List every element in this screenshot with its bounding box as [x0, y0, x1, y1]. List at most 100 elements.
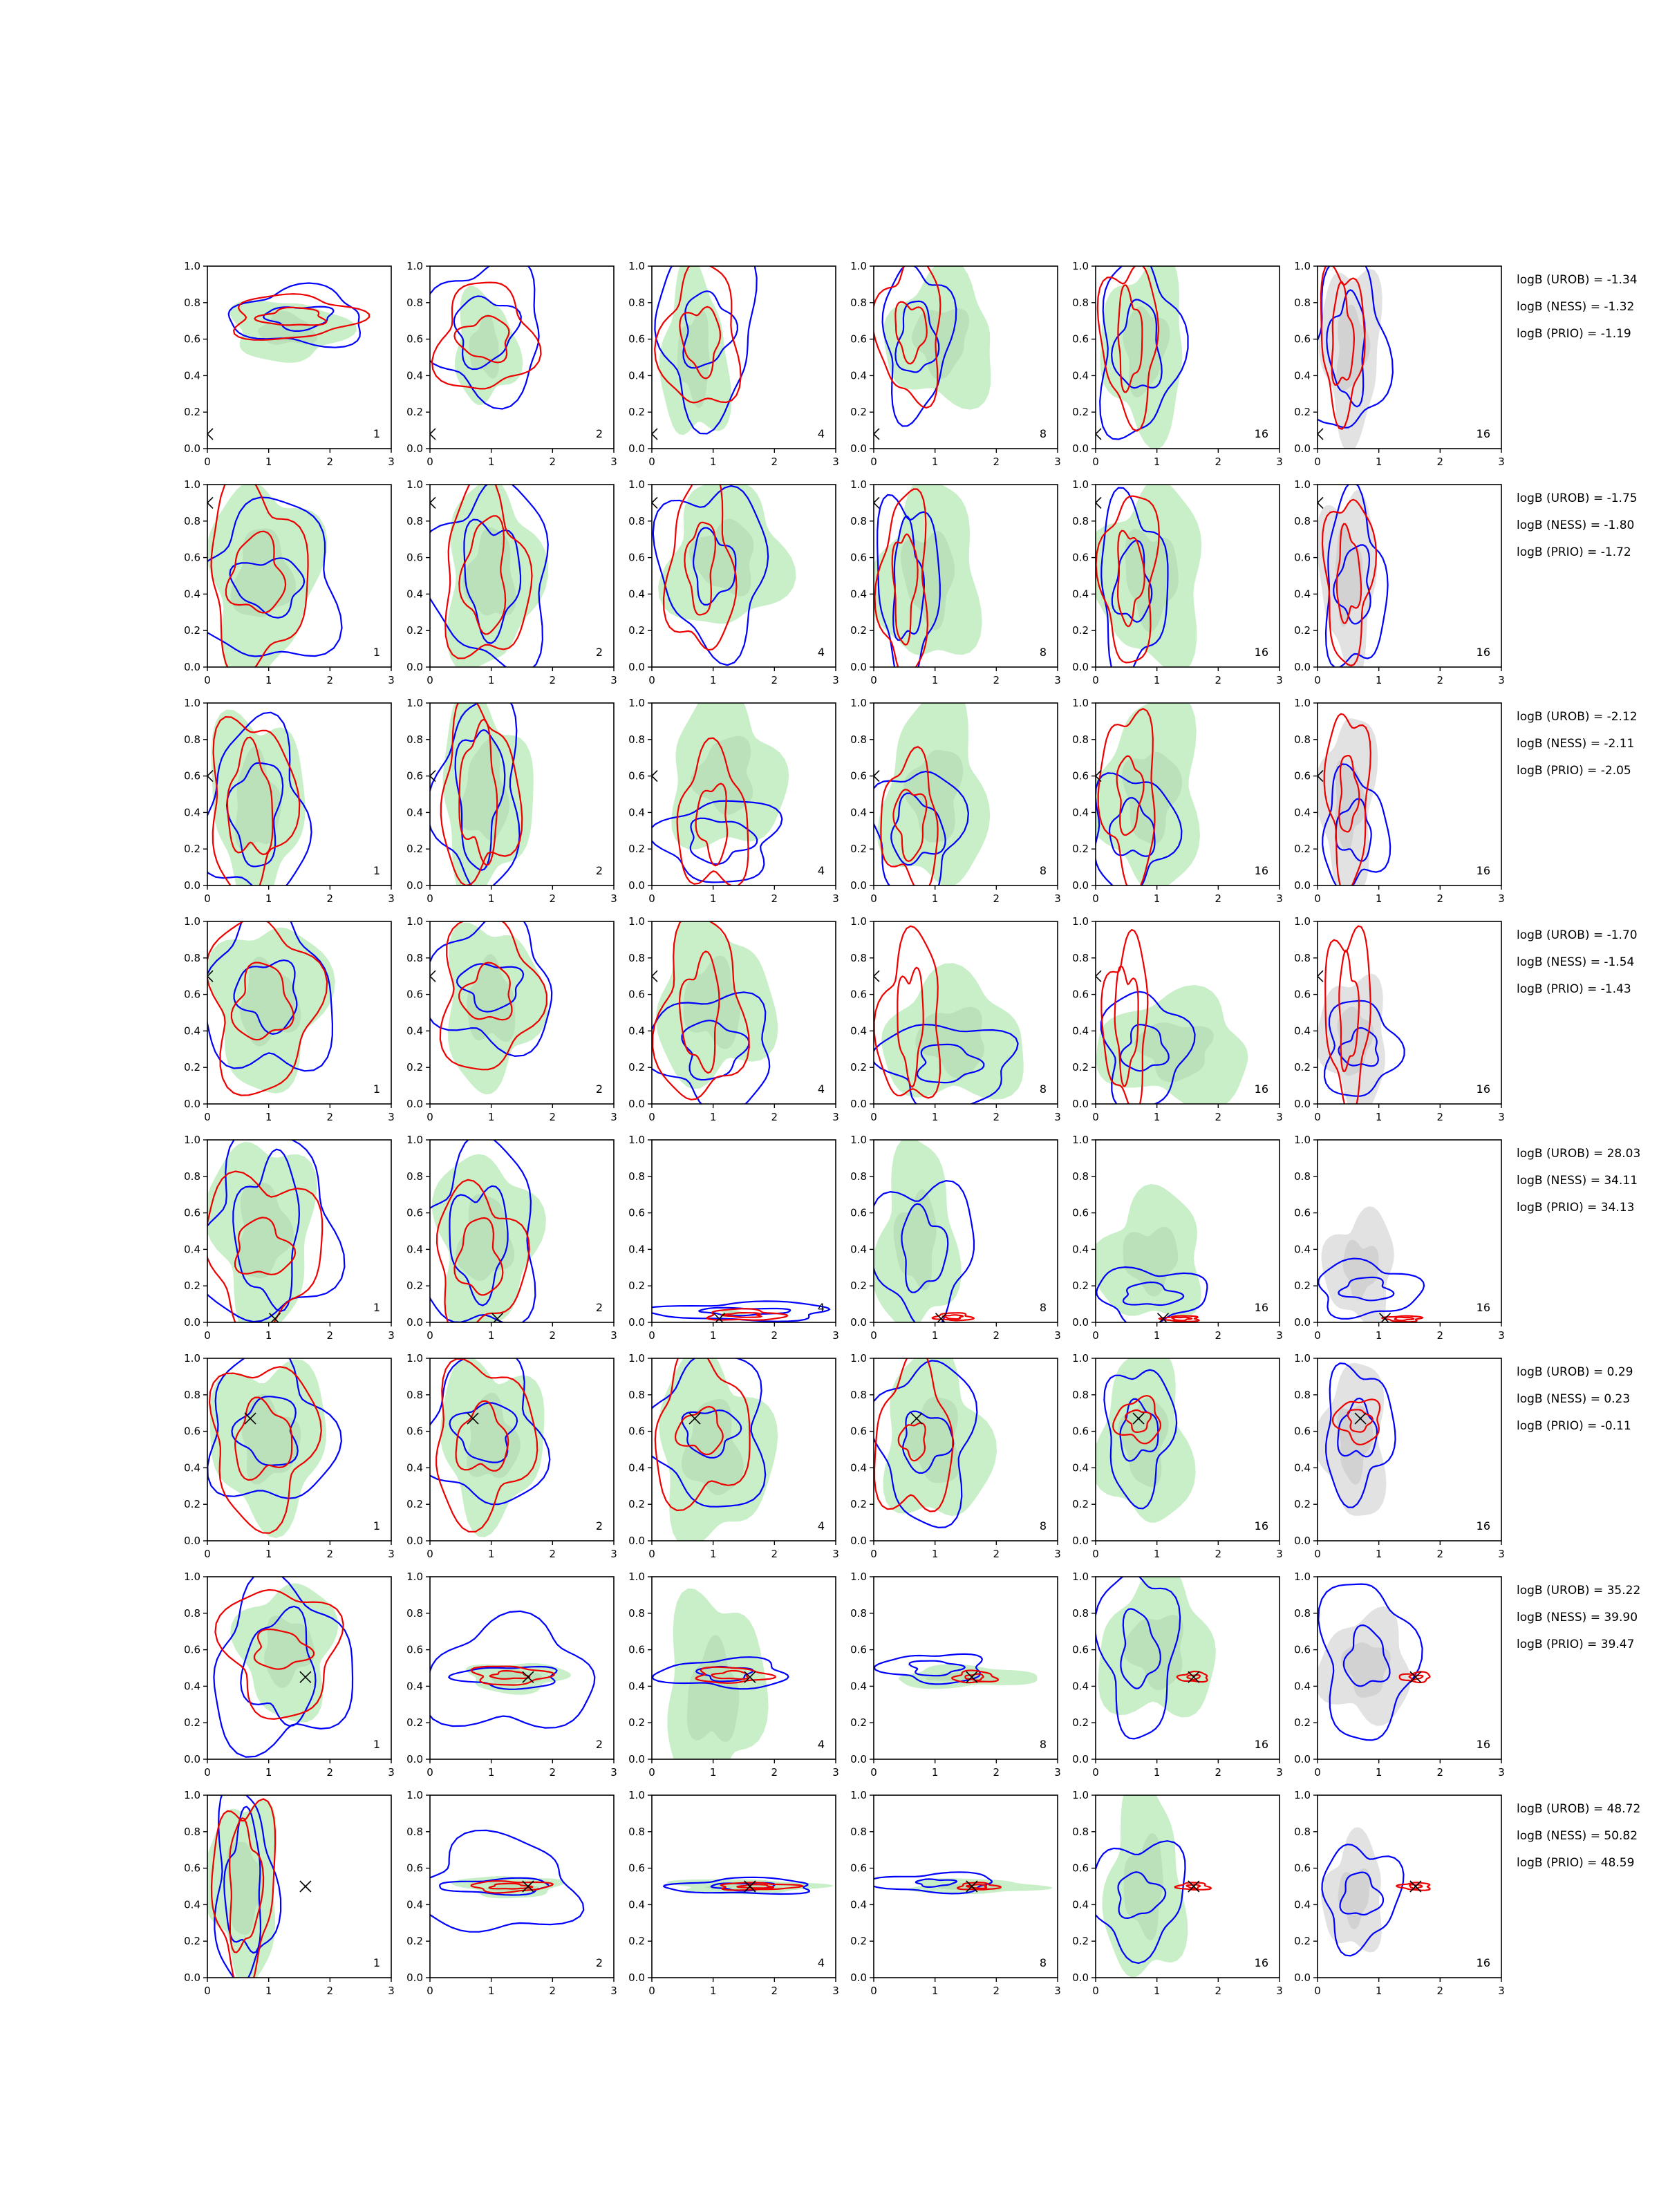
panel-r7-c6: 0.0 0.2 0.4 0.6 0.8 1.0 0 1 2 3 16	[1294, 1571, 1505, 1779]
x-tick-label: 1	[1376, 1111, 1382, 1123]
y-tick-label: 0.4	[850, 369, 867, 382]
panel-count-label: 16	[1477, 864, 1490, 877]
y-tick-label: 1.0	[628, 260, 645, 272]
y-tick-label: 0.2	[628, 1716, 645, 1729]
y-tick-label: 0.4	[628, 806, 645, 818]
red-contour-outer	[439, 921, 548, 1071]
blue-contour-outer	[652, 1656, 789, 1690]
panel-frame	[651, 1794, 836, 1978]
y-tick-label: 0.8	[850, 515, 867, 527]
red-contour-outer	[435, 1358, 538, 1533]
panel-count-label: 8	[1040, 1082, 1047, 1096]
x-tick-label: 1	[1154, 892, 1161, 905]
y-tick-label: 1.0	[184, 1789, 200, 1801]
y-tick-label: 0.4	[406, 1680, 423, 1692]
x-tick-label: 2	[993, 1329, 1000, 1342]
x-tick-label: 0	[1092, 1111, 1099, 1123]
truth-marker	[1318, 428, 1324, 440]
panel-plot-area	[874, 925, 1024, 1104]
blue-contour-inner	[463, 518, 522, 644]
x-tick-label: 0	[204, 1985, 211, 1997]
x-tick-label: 3	[1054, 1548, 1061, 1560]
panel-count-label: 8	[1040, 1956, 1047, 1969]
y-tick-label: 1.0	[1294, 697, 1311, 709]
y-tick-label: 0.6	[406, 988, 423, 1001]
x-tick-label: 0	[1092, 674, 1099, 686]
red-contour-outer	[1174, 1882, 1212, 1891]
y-tick-label: 1.0	[850, 697, 867, 709]
y-tick-label: 0.8	[1294, 297, 1311, 309]
y-tick-label: 0.8	[406, 1389, 423, 1401]
panel-plot-area	[652, 703, 789, 885]
red-contour-inner	[228, 1817, 265, 1953]
x-tick-label: 2	[1215, 1548, 1222, 1560]
panel-count-label: 16	[1477, 1738, 1490, 1751]
y-tick-label: 0.6	[406, 1425, 423, 1438]
blue-contour-inner	[1338, 1276, 1395, 1302]
density-fill-inner	[686, 1635, 740, 1742]
panel-frame	[873, 484, 1058, 668]
blue-contour-outer	[1096, 1840, 1186, 1965]
y-tick-label: 0.0	[184, 1971, 200, 1984]
panel-count-label: 1	[373, 646, 380, 659]
y-tick-label: 0.2	[184, 1280, 200, 1292]
x-tick-label: 0	[648, 456, 655, 468]
panel-frame	[651, 1576, 836, 1760]
density-fill-inner	[469, 314, 499, 379]
y-tick-label: 1.0	[1072, 260, 1089, 272]
blue-contour-outer	[1100, 991, 1196, 1104]
logb-annotation: logB (UROB) = -1.34	[1517, 273, 1638, 287]
x-tick-label: 3	[1054, 674, 1061, 686]
x-tick-label: 2	[550, 1766, 556, 1779]
red-contour-outer	[706, 1308, 789, 1321]
blue-contour-outer	[227, 282, 362, 348]
panel-r6-c3: 0.0 0.2 0.4 0.6 0.8 1.0 0 1 2 3 4	[628, 1352, 839, 1560]
red-contour-outer	[207, 921, 328, 1096]
y-tick-label: 0.2	[1072, 1716, 1089, 1729]
y-tick-label: 0.4	[1072, 1898, 1089, 1911]
red-contour-outer	[1323, 713, 1371, 885]
blue-contour-inner	[233, 959, 298, 1035]
y-tick-label: 1.0	[1072, 478, 1089, 491]
y-tick-label: 0.4	[628, 1680, 645, 1692]
red-contour-inner	[1117, 284, 1143, 393]
logb-annotation: logB (PRIO) = 34.13	[1517, 1201, 1634, 1215]
x-tick-label: 3	[1054, 1766, 1061, 1779]
red-contour-outer	[1158, 1315, 1201, 1322]
y-tick-label: 0.8	[1072, 1389, 1089, 1401]
y-tick-label: 0.8	[1294, 1170, 1311, 1183]
x-tick-label: 3	[1498, 1329, 1505, 1342]
density-fill-inner	[226, 1841, 265, 1935]
x-tick-label: 3	[832, 1111, 839, 1123]
y-tick-label: 0.6	[850, 1644, 867, 1656]
panel-plot-area	[207, 709, 312, 885]
y-tick-label: 0.6	[1294, 552, 1311, 564]
red-contour-inner	[894, 301, 928, 365]
x-tick-label: 3	[610, 1111, 617, 1123]
y-tick-label: 0.4	[1294, 1680, 1311, 1692]
x-tick-label: 0	[1092, 1766, 1099, 1779]
y-tick-label: 1.0	[1072, 915, 1089, 928]
y-tick-label: 0.2	[184, 1498, 200, 1510]
x-tick-label: 1	[488, 1985, 495, 1997]
y-tick-label: 0.6	[1294, 1644, 1311, 1656]
panel-count-label: 8	[1040, 427, 1047, 440]
blue-contour-outer	[874, 770, 970, 885]
y-tick-label: 0.8	[1294, 733, 1311, 746]
y-tick-label: 0.6	[1072, 552, 1089, 564]
x-tick-label: 1	[932, 674, 939, 686]
red-contour-outer	[431, 281, 542, 390]
panel-frame	[651, 265, 836, 449]
red-contour-inner	[1186, 1674, 1201, 1681]
panel-count-label: 1	[373, 1519, 380, 1533]
y-tick-label: 0.2	[1294, 1280, 1311, 1292]
y-tick-label: 1.0	[406, 1352, 423, 1365]
panel-plot-area	[1096, 485, 1202, 667]
x-tick-label: 2	[993, 674, 1000, 686]
blue-contour-inner	[681, 1020, 750, 1081]
red-contour-outer	[1097, 708, 1156, 885]
y-tick-label: 0.8	[628, 952, 645, 964]
y-tick-label: 0.8	[406, 952, 423, 964]
red-contour-inner	[453, 315, 510, 364]
x-tick-label: 3	[610, 1329, 617, 1342]
